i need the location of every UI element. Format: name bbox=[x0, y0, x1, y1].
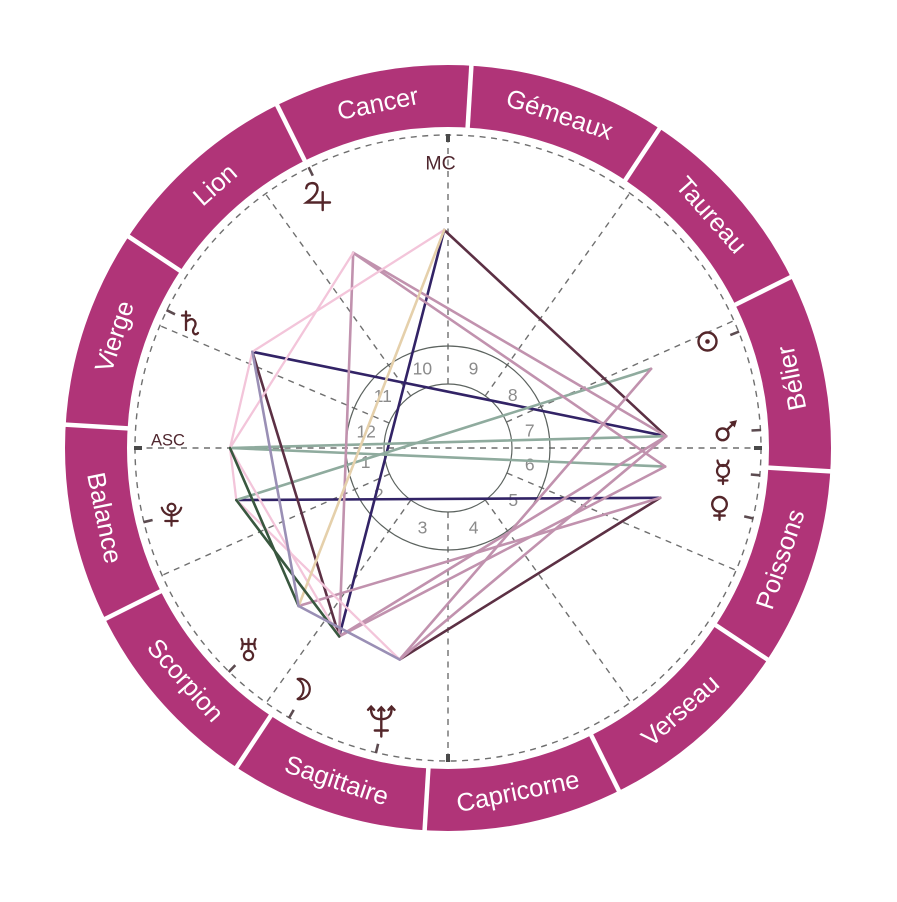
svg-text:1: 1 bbox=[361, 452, 371, 472]
svg-text:2: 2 bbox=[374, 485, 384, 505]
svg-text:7: 7 bbox=[525, 421, 535, 441]
svg-text:4: 4 bbox=[469, 518, 479, 538]
svg-text:10: 10 bbox=[413, 359, 433, 379]
svg-text:8: 8 bbox=[508, 385, 518, 405]
svg-text:6: 6 bbox=[525, 455, 535, 475]
svg-text:5: 5 bbox=[508, 490, 518, 510]
svg-text:9: 9 bbox=[469, 359, 479, 379]
svg-text:3: 3 bbox=[418, 518, 428, 538]
svg-text:ASC: ASC bbox=[151, 432, 185, 450]
svg-text:MC: MC bbox=[425, 153, 455, 175]
